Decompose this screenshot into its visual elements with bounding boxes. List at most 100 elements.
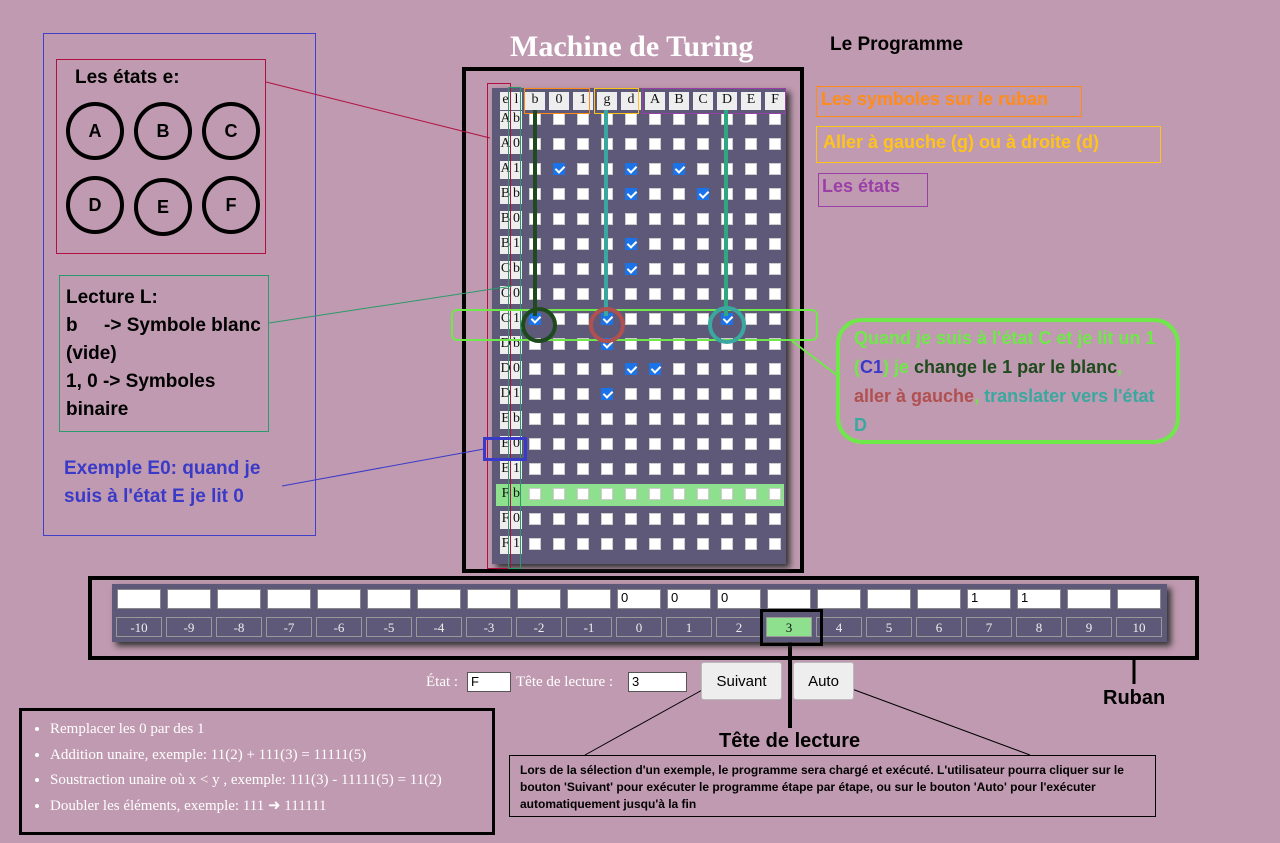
grid-checkbox[interactable] [769, 463, 781, 475]
grid-checkbox[interactable] [697, 438, 709, 450]
grid-checkbox[interactable] [769, 263, 781, 275]
grid-checkbox[interactable] [601, 513, 613, 525]
grid-checkbox[interactable] [601, 488, 613, 500]
grid-checkbox[interactable] [649, 238, 661, 250]
tape-cell[interactable]: 0 [617, 589, 661, 609]
grid-checkbox[interactable] [697, 538, 709, 550]
grid-checkbox[interactable] [625, 338, 637, 350]
grid-checkbox[interactable] [697, 488, 709, 500]
grid-checkbox[interactable] [529, 463, 541, 475]
grid-checkbox[interactable] [625, 388, 637, 400]
grid-checkbox[interactable] [769, 138, 781, 150]
etat-input[interactable]: F [467, 672, 511, 692]
grid-checkbox[interactable] [649, 388, 661, 400]
grid-checkbox[interactable] [673, 213, 685, 225]
grid-checkbox[interactable] [577, 288, 589, 300]
grid-checkbox[interactable] [673, 538, 685, 550]
grid-checkbox[interactable] [649, 313, 661, 325]
grid-checkbox[interactable] [769, 213, 781, 225]
grid-checkbox[interactable] [649, 263, 661, 275]
grid-checkbox[interactable] [745, 538, 757, 550]
grid-checkbox[interactable] [673, 288, 685, 300]
grid-checkbox[interactable] [625, 163, 637, 175]
grid-checkbox[interactable] [577, 363, 589, 375]
grid-checkbox[interactable] [745, 288, 757, 300]
grid-checkbox[interactable] [529, 488, 541, 500]
grid-checkbox[interactable] [697, 388, 709, 400]
grid-checkbox[interactable] [697, 363, 709, 375]
grid-checkbox[interactable] [601, 263, 613, 275]
grid-checkbox[interactable] [577, 488, 589, 500]
grid-checkbox[interactable] [553, 288, 565, 300]
grid-checkbox[interactable] [625, 263, 637, 275]
grid-checkbox[interactable] [649, 138, 661, 150]
grid-checkbox[interactable] [721, 363, 733, 375]
grid-checkbox[interactable] [721, 388, 733, 400]
grid-checkbox[interactable] [769, 488, 781, 500]
grid-checkbox[interactable] [697, 413, 709, 425]
grid-checkbox[interactable] [529, 538, 541, 550]
grid-checkbox[interactable] [673, 263, 685, 275]
grid-checkbox[interactable] [769, 288, 781, 300]
grid-checkbox[interactable] [577, 538, 589, 550]
grid-checkbox[interactable] [721, 538, 733, 550]
grid-checkbox[interactable] [577, 188, 589, 200]
tape-cell[interactable] [167, 589, 211, 609]
grid-checkbox[interactable] [697, 263, 709, 275]
grid-checkbox[interactable] [769, 413, 781, 425]
tape-cell[interactable] [567, 589, 611, 609]
grid-checkbox[interactable] [625, 138, 637, 150]
grid-checkbox[interactable] [625, 238, 637, 250]
grid-checkbox[interactable] [673, 238, 685, 250]
grid-checkbox[interactable] [625, 363, 637, 375]
example-item[interactable]: Remplacer les 0 par des 1 [50, 717, 492, 743]
grid-checkbox[interactable] [697, 138, 709, 150]
grid-checkbox[interactable] [649, 463, 661, 475]
grid-checkbox[interactable] [529, 213, 541, 225]
grid-checkbox[interactable] [745, 188, 757, 200]
grid-checkbox[interactable] [601, 163, 613, 175]
grid-checkbox[interactable] [553, 413, 565, 425]
tape-cell[interactable]: 1 [1017, 589, 1061, 609]
grid-checkbox[interactable] [697, 213, 709, 225]
grid-checkbox[interactable] [529, 238, 541, 250]
grid-checkbox[interactable] [697, 288, 709, 300]
grid-checkbox[interactable] [697, 238, 709, 250]
grid-checkbox[interactable] [649, 513, 661, 525]
grid-checkbox[interactable] [577, 113, 589, 125]
grid-checkbox[interactable] [649, 488, 661, 500]
grid-checkbox[interactable] [673, 163, 685, 175]
tape-cell[interactable] [317, 589, 361, 609]
grid-checkbox[interactable] [769, 538, 781, 550]
grid-checkbox[interactable] [553, 438, 565, 450]
grid-checkbox[interactable] [745, 163, 757, 175]
grid-checkbox[interactable] [649, 338, 661, 350]
grid-checkbox[interactable] [577, 338, 589, 350]
grid-checkbox[interactable] [745, 138, 757, 150]
grid-checkbox[interactable] [577, 438, 589, 450]
grid-checkbox[interactable] [625, 188, 637, 200]
grid-checkbox[interactable] [553, 213, 565, 225]
grid-checkbox[interactable] [673, 413, 685, 425]
tape-cell[interactable] [367, 589, 411, 609]
grid-checkbox[interactable] [625, 438, 637, 450]
grid-checkbox[interactable] [625, 313, 637, 325]
grid-checkbox[interactable] [529, 188, 541, 200]
grid-checkbox[interactable] [553, 263, 565, 275]
grid-checkbox[interactable] [673, 388, 685, 400]
grid-checkbox[interactable] [769, 338, 781, 350]
grid-checkbox[interactable] [745, 238, 757, 250]
grid-checkbox[interactable] [769, 188, 781, 200]
grid-checkbox[interactable] [577, 513, 589, 525]
grid-checkbox[interactable] [673, 113, 685, 125]
grid-checkbox[interactable] [625, 538, 637, 550]
grid-checkbox[interactable] [673, 338, 685, 350]
grid-checkbox[interactable] [553, 363, 565, 375]
grid-checkbox[interactable] [721, 288, 733, 300]
grid-checkbox[interactable] [721, 513, 733, 525]
grid-checkbox[interactable] [769, 388, 781, 400]
grid-checkbox[interactable] [553, 138, 565, 150]
grid-checkbox[interactable] [673, 463, 685, 475]
grid-checkbox[interactable] [721, 488, 733, 500]
grid-checkbox[interactable] [769, 313, 781, 325]
